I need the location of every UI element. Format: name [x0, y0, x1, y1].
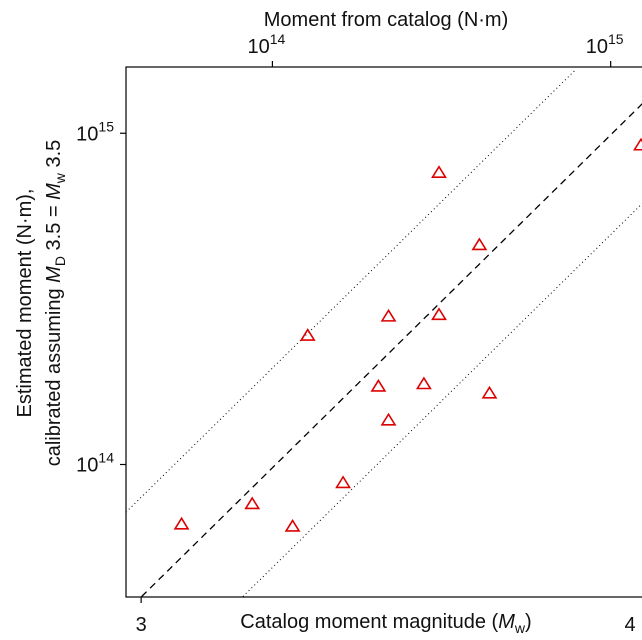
- y-tick-label: 1014: [76, 450, 114, 477]
- data-point: [415, 376, 432, 390]
- x-tick-label-exponent: 14: [270, 31, 286, 47]
- y-axis-title-line1: Estimated moment (N·m),: [14, 189, 36, 418]
- y-tick-label-base: 10: [76, 455, 98, 477]
- x-tick-label-base: 10: [247, 36, 269, 58]
- data-point: [633, 137, 642, 151]
- reference-line-upper: [125, 69, 577, 513]
- x-tick-label-top: 1014: [247, 31, 285, 58]
- data-point: [380, 308, 397, 322]
- x-axis-title-prefix: Catalog moment magnitude (: [240, 611, 498, 633]
- data-point: [471, 237, 488, 251]
- data-point: [299, 328, 316, 341]
- x-tick-label-bottom: 3: [136, 614, 147, 636]
- reference-line-lower: [242, 203, 642, 597]
- data-point: [173, 516, 190, 530]
- y-tick-label-exponent: 15: [98, 118, 114, 134]
- data-points: [173, 137, 642, 532]
- data-point: [380, 412, 397, 426]
- data-point: [284, 518, 301, 532]
- x-axis-title-bottom: Catalog moment magnitude (Mw): [240, 611, 531, 636]
- x-tick-label-exponent: 15: [608, 31, 624, 47]
- x-axis-title-suffix: ): [525, 611, 532, 633]
- x-tick-label-top: 1015: [586, 31, 624, 58]
- y-tick-label: 1015: [76, 118, 114, 145]
- y-axis-title-suffix: 3.5: [43, 140, 65, 173]
- x-tick-label-bottom: 4: [624, 614, 635, 636]
- data-point: [244, 496, 261, 510]
- y-axis-title-var1: M: [43, 266, 65, 283]
- data-point: [431, 307, 447, 321]
- x-tick-label-base: 10: [586, 36, 608, 58]
- x-axis-title-top: Moment from catalog (N·m): [264, 9, 509, 31]
- data-point: [431, 165, 447, 179]
- y-axis-title-line2: calibrated assuming MD 3.5 = Mw 3.5: [43, 140, 68, 467]
- y-axis-title-mid: 3.5 =: [43, 200, 65, 256]
- data-point: [335, 475, 352, 489]
- y-tick-label-exponent: 14: [98, 450, 114, 466]
- reference-line-1:1: [141, 103, 642, 598]
- data-point: [481, 385, 498, 399]
- y-axis-title-prefix: calibrated assuming: [43, 283, 65, 466]
- x-axis-title-sub: w: [514, 620, 526, 636]
- plot-frame: [125, 66, 642, 598]
- x-axis-title-var: M: [498, 611, 515, 633]
- y-axis-title-var2: M: [43, 183, 65, 200]
- data-point: [370, 378, 387, 392]
- y-axis-title-sub1: D: [52, 256, 68, 266]
- reference-lines: [125, 69, 642, 598]
- y-tick-label-base: 10: [76, 123, 98, 145]
- y-axis-title-sub2: w: [52, 172, 68, 184]
